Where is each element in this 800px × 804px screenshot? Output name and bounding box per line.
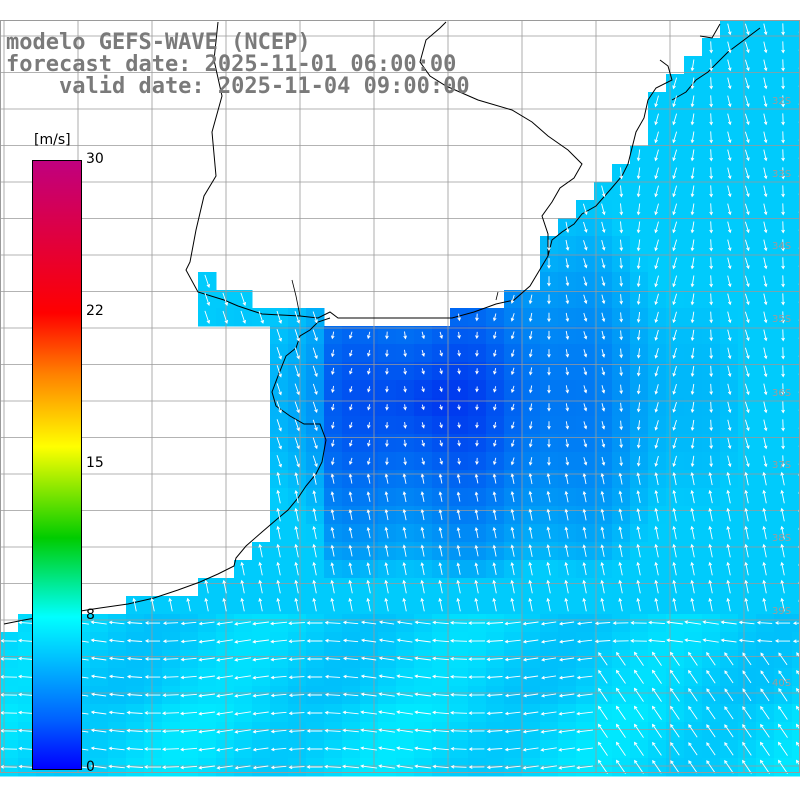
wind-cell bbox=[792, 218, 800, 237]
wind-cell bbox=[792, 92, 800, 111]
wind-cell bbox=[792, 74, 800, 93]
wind-cell bbox=[792, 560, 800, 579]
wind-cell bbox=[792, 506, 800, 525]
colorbar-tick-30: 30 bbox=[86, 151, 104, 167]
latitude-label: 36S bbox=[772, 388, 791, 399]
wind-cell bbox=[792, 272, 800, 291]
wind-cell bbox=[792, 326, 800, 345]
wind-cell bbox=[792, 650, 800, 669]
wind-cell bbox=[792, 452, 800, 471]
wind-cell bbox=[792, 110, 800, 129]
wind-cell bbox=[792, 38, 800, 57]
wind-cell bbox=[792, 236, 800, 255]
colorbar-tick-15: 15 bbox=[86, 455, 104, 471]
wind-cell bbox=[792, 182, 800, 201]
wind-cell bbox=[792, 128, 800, 147]
wind-cell bbox=[792, 542, 800, 561]
wind-cell bbox=[792, 164, 800, 183]
wind-cell bbox=[792, 596, 800, 615]
wind-cell bbox=[792, 578, 800, 597]
wind-cell bbox=[792, 524, 800, 543]
wind-cell bbox=[792, 686, 800, 705]
latitude-label: 35S bbox=[772, 314, 791, 325]
wind-cell bbox=[792, 416, 800, 435]
wind-cell bbox=[792, 254, 800, 273]
colorbar-tick-8: 8 bbox=[86, 607, 95, 623]
latitude-label: 37S bbox=[772, 460, 791, 471]
wind-cell bbox=[792, 146, 800, 165]
latitude-label: 32S bbox=[772, 96, 791, 107]
wind-cell bbox=[792, 434, 800, 453]
wind-cell bbox=[792, 200, 800, 219]
wind-cell bbox=[792, 380, 800, 399]
wind-cell bbox=[792, 668, 800, 687]
colorbar-tick-22: 22 bbox=[86, 303, 104, 319]
wind-cell bbox=[792, 758, 800, 777]
wind-cell bbox=[792, 290, 800, 309]
latitude-label: 38S bbox=[772, 533, 791, 544]
wind-cell bbox=[792, 704, 800, 723]
wind-cell bbox=[792, 56, 800, 75]
wind-cell bbox=[792, 470, 800, 489]
wind-cell bbox=[792, 344, 800, 363]
wind-cell bbox=[792, 488, 800, 507]
colorbar-tick-0: 0 bbox=[86, 759, 95, 775]
latitude-label: 33S bbox=[772, 169, 791, 180]
latitude-label: 34S bbox=[772, 241, 791, 252]
wind-cell bbox=[792, 722, 800, 741]
colorbar-unit: [m/s] bbox=[34, 132, 71, 148]
wind-cell bbox=[792, 308, 800, 327]
valid-date: valid date: 2025-11-04 09:00:00 bbox=[6, 74, 470, 99]
latitude-label: 39S bbox=[772, 606, 791, 617]
wind-cell bbox=[792, 740, 800, 759]
colorbar bbox=[32, 160, 82, 770]
latitude-label: 40S bbox=[772, 678, 791, 689]
